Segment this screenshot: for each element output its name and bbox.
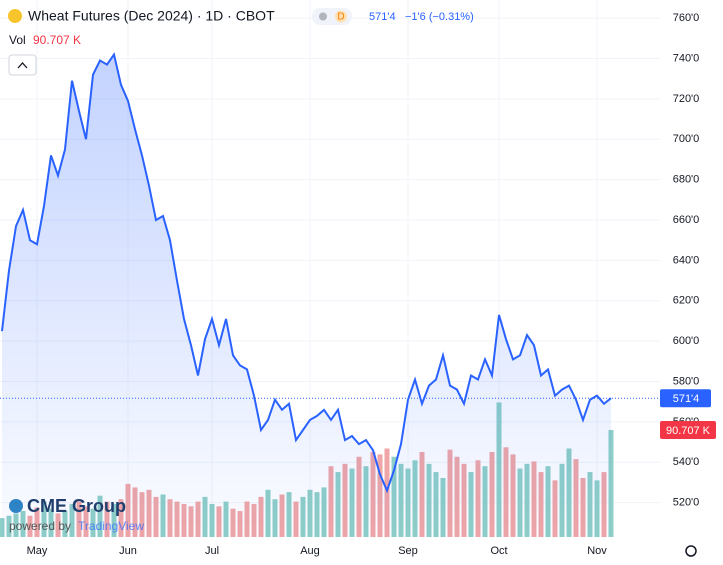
badge-circle bbox=[335, 10, 347, 23]
volume-tag bbox=[660, 420, 716, 439]
badge-dot bbox=[319, 12, 327, 21]
x-tick-label: Jun bbox=[119, 545, 137, 557]
y-tick-label: 620'0 bbox=[673, 295, 700, 307]
x-tick-label: Jul bbox=[205, 545, 219, 557]
y-tick-label: 720'0 bbox=[673, 93, 700, 105]
y-tick-label: 740'0 bbox=[673, 52, 700, 64]
collapse-button[interactable] bbox=[8, 54, 37, 76]
last-price: 571'4 bbox=[369, 11, 396, 23]
volume-value: 90.707 K bbox=[33, 33, 81, 47]
x-tick-label: Aug bbox=[300, 545, 320, 557]
logo-mark bbox=[9, 499, 23, 513]
powered-by: powered by bbox=[9, 519, 71, 533]
x-tick-label: Oct bbox=[490, 545, 507, 557]
price-line bbox=[1, 52, 612, 494]
symbol-icon bbox=[8, 9, 22, 23]
x-tick-label: Nov bbox=[587, 545, 607, 557]
settings-icon[interactable] bbox=[685, 545, 697, 557]
interval-badge: D bbox=[337, 12, 344, 23]
y-tick-label: 700'0 bbox=[673, 133, 700, 145]
y-tick-label: 540'0 bbox=[673, 456, 700, 468]
area-fill bbox=[2, 54, 611, 538]
price-tag bbox=[660, 389, 711, 408]
y-tick-label: 660'0 bbox=[673, 214, 700, 226]
x-tick-label: Sep bbox=[398, 545, 418, 557]
volume-tag-label: 90.707 K bbox=[666, 425, 711, 437]
x-tick-label: May bbox=[27, 545, 48, 557]
y-tick-label: 520'0 bbox=[673, 497, 700, 509]
price-tag-label: 571'4 bbox=[673, 393, 700, 405]
y-tick-label: 640'0 bbox=[673, 254, 700, 266]
y-tick-label: 600'0 bbox=[673, 335, 700, 347]
y-tick-label: 680'0 bbox=[673, 174, 700, 186]
y-tick-label: 760'0 bbox=[673, 12, 700, 24]
logo: CME Group bbox=[27, 496, 126, 516]
volume-title: Vol bbox=[9, 33, 26, 47]
y-tick-label: 580'0 bbox=[673, 375, 700, 387]
chart-title: Wheat Futures (Dec 2024) · 1D · CBOT bbox=[28, 8, 275, 24]
platform: TradingView bbox=[78, 519, 144, 533]
price-change: −1'6 (−0.31%) bbox=[405, 11, 474, 23]
collapse-icon bbox=[17, 62, 28, 69]
